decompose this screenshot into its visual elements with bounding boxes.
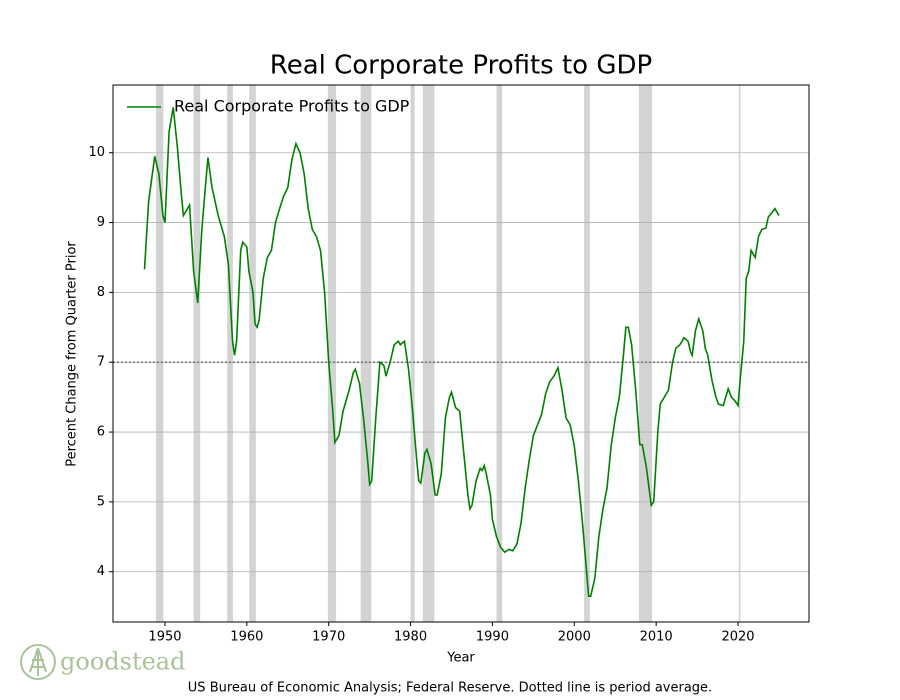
x-tick-label: 2010 bbox=[640, 630, 673, 645]
chart-title: Real Corporate Profits to GDP bbox=[270, 51, 652, 81]
x-tick-label: 1950 bbox=[148, 630, 181, 645]
recession-band bbox=[410, 85, 415, 622]
x-axis-label: Year bbox=[446, 651, 475, 666]
y-tick-label: 8 bbox=[97, 285, 105, 300]
recession-band bbox=[155, 85, 164, 622]
logo-text: goodstead bbox=[60, 648, 185, 676]
data-line bbox=[143, 107, 780, 597]
recession-band bbox=[227, 85, 233, 622]
x-tick-label: 2000 bbox=[558, 630, 591, 645]
footnote: US Bureau of Economic Analysis; Federal … bbox=[188, 681, 712, 696]
plot-frame bbox=[112, 84, 810, 623]
y-tick-label: 5 bbox=[97, 494, 105, 509]
x-tick-label: 1970 bbox=[312, 630, 345, 645]
recession-band bbox=[496, 85, 503, 622]
recession-band bbox=[360, 85, 372, 622]
y-tick-label: 6 bbox=[97, 425, 105, 440]
y-tick-label: 4 bbox=[97, 564, 105, 579]
x-tick-label: 1980 bbox=[394, 630, 427, 645]
logo-icon bbox=[20, 644, 56, 680]
x-tick-label: 2020 bbox=[721, 630, 754, 645]
y-tick-label: 7 bbox=[97, 355, 105, 370]
recession-band bbox=[638, 85, 653, 622]
y-tick-label: 10 bbox=[88, 145, 105, 160]
y-tick-label: 9 bbox=[97, 215, 105, 230]
recession-band bbox=[584, 85, 590, 622]
x-tick-label: 1960 bbox=[230, 630, 263, 645]
y-axis-label: Percent Change from Quarter Prior bbox=[65, 241, 80, 467]
recession-band bbox=[193, 85, 201, 622]
x-tick-label: 1990 bbox=[476, 630, 509, 645]
legend-label: Real Corporate Profits to GDP bbox=[174, 97, 410, 116]
recession-band bbox=[327, 85, 337, 622]
recession-band bbox=[738, 85, 741, 622]
recession-band bbox=[249, 85, 256, 622]
recession-band bbox=[422, 85, 435, 622]
